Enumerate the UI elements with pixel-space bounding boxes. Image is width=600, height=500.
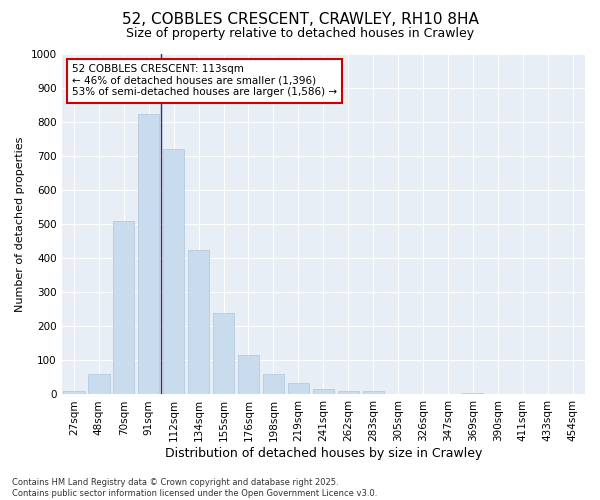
Bar xyxy=(313,390,334,394)
Text: 52 COBBLES CRESCENT: 113sqm
← 46% of detached houses are smaller (1,396)
53% of : 52 COBBLES CRESCENT: 113sqm ← 46% of det… xyxy=(72,64,337,98)
Bar xyxy=(88,374,110,394)
Bar xyxy=(263,374,284,394)
Bar xyxy=(163,150,184,394)
Bar xyxy=(188,250,209,394)
Bar xyxy=(138,114,160,394)
Bar xyxy=(113,221,134,394)
Bar xyxy=(288,383,309,394)
Bar xyxy=(362,391,384,394)
Bar xyxy=(238,356,259,395)
Text: Contains HM Land Registry data © Crown copyright and database right 2025.
Contai: Contains HM Land Registry data © Crown c… xyxy=(12,478,377,498)
Text: Size of property relative to detached houses in Crawley: Size of property relative to detached ho… xyxy=(126,28,474,40)
Bar xyxy=(64,391,85,394)
Bar xyxy=(213,312,234,394)
Y-axis label: Number of detached properties: Number of detached properties xyxy=(15,136,25,312)
Text: 52, COBBLES CRESCENT, CRAWLEY, RH10 8HA: 52, COBBLES CRESCENT, CRAWLEY, RH10 8HA xyxy=(122,12,478,28)
Bar xyxy=(462,393,484,394)
Bar xyxy=(338,391,359,394)
X-axis label: Distribution of detached houses by size in Crawley: Distribution of detached houses by size … xyxy=(164,447,482,460)
